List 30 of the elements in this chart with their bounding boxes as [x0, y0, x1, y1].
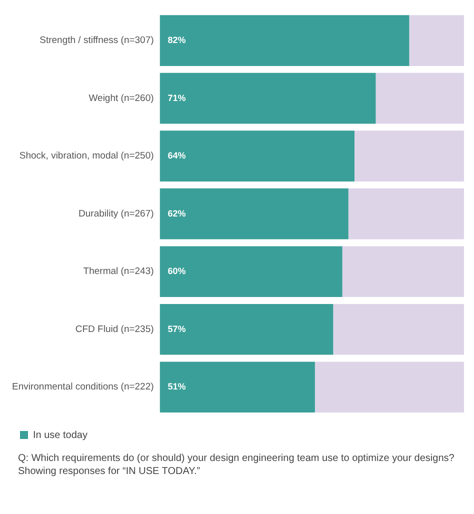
bar — [409, 15, 464, 66]
data-label: 62% — [168, 208, 186, 218]
bar — [342, 246, 464, 298]
data-label: 64% — [168, 150, 186, 161]
bar — [354, 130, 464, 182]
bar — [160, 188, 348, 240]
legend-label: In use today — [33, 430, 88, 441]
data-label: 82% — [168, 35, 186, 46]
data-label: 60% — [168, 266, 186, 276]
bar — [160, 362, 315, 413]
bar — [376, 72, 464, 124]
y-tick-label: Weight (n=260) — [88, 92, 154, 104]
bar — [160, 246, 342, 298]
bar — [348, 188, 464, 240]
data-label: 57% — [168, 324, 186, 334]
bar — [160, 304, 334, 355]
y-tick-label: CFD Fluid (n=235) — [75, 324, 154, 335]
text: Q: Which requirements do (or should) your design engineering team use to optimize your designs? Showing responses for “IN USE TODAY.” — [18, 452, 456, 478]
y-tick-label: Strength / stiffness (n=307) — [40, 35, 154, 46]
bar — [160, 72, 376, 124]
bar — [333, 304, 464, 355]
data-label: 71% — [168, 92, 186, 103]
bar — [160, 15, 410, 66]
bar — [314, 362, 464, 413]
bar — [160, 130, 354, 182]
y-tick-label: Durability (n=267) — [78, 208, 154, 220]
y-tick-label: Environmental conditions (n=222) — [12, 382, 154, 393]
y-tick-label: Shock, vibration, modal (n=250) — [19, 150, 154, 162]
y-tick-label: Thermal (n=243) — [83, 266, 154, 278]
data-label: 51% — [168, 382, 186, 392]
